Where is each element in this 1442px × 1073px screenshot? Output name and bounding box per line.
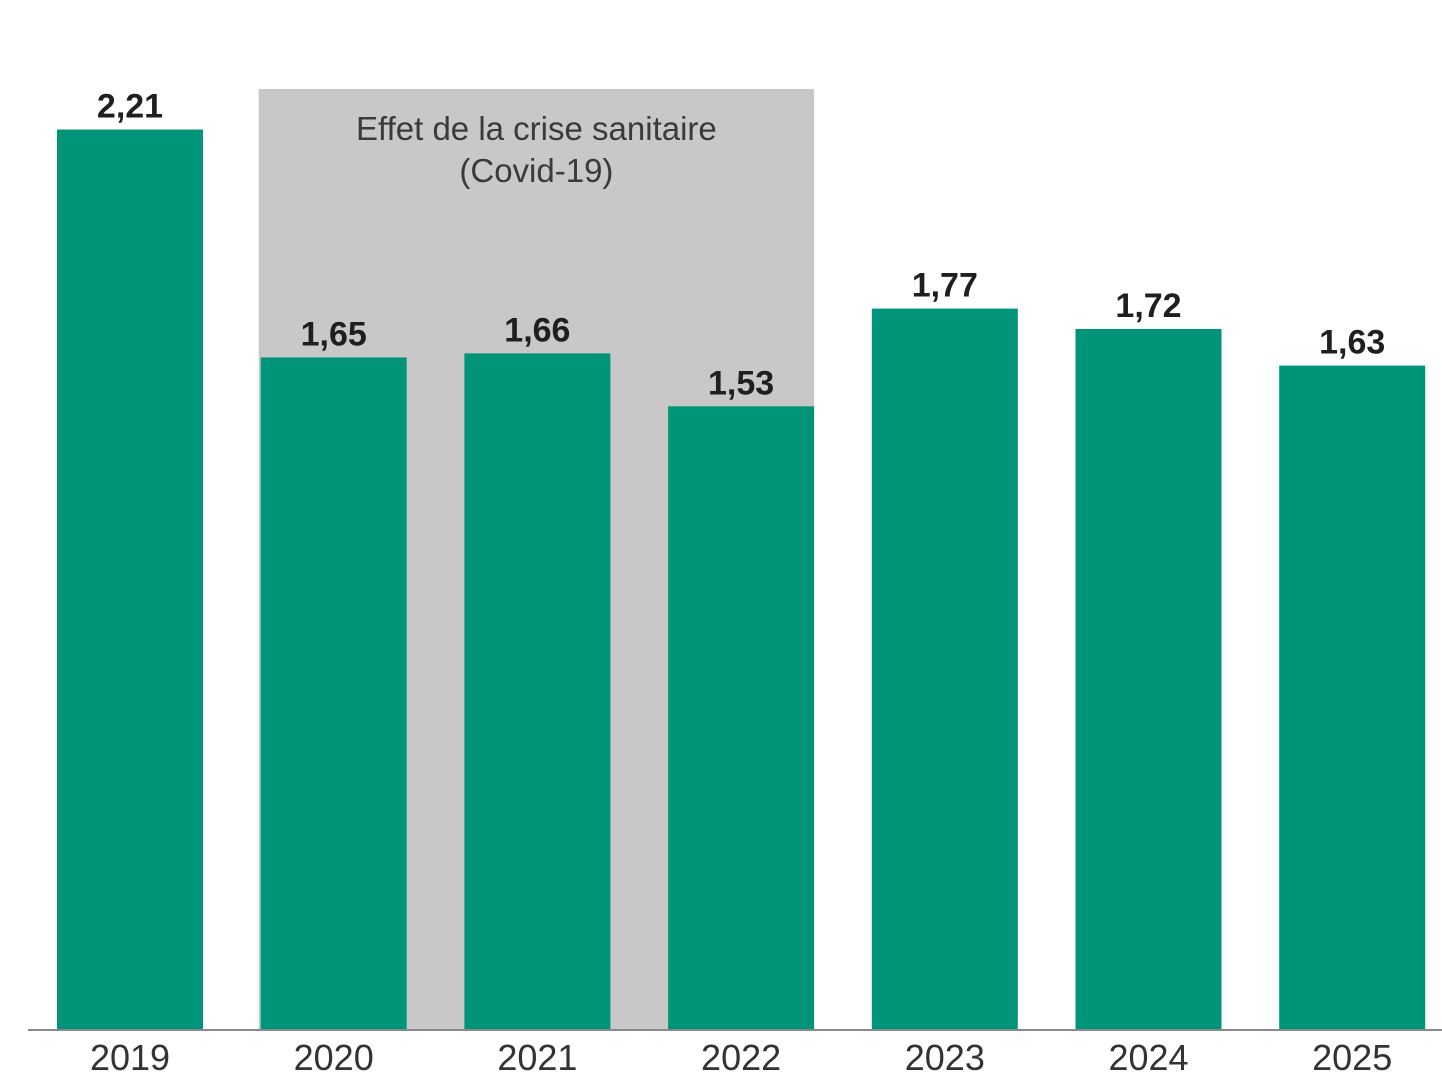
bars-layer: [57, 129, 1426, 1030]
value-labels-layer: 2,21 1,65 1,66 1,53 1,77 1,72 1,63: [97, 88, 1385, 403]
bar-2022: [668, 406, 815, 1029]
bar-2025: [1279, 365, 1426, 1030]
category-label-2023: 2023: [905, 1037, 985, 1073]
category-label-2019: 2019: [90, 1037, 170, 1073]
category-label-2024: 2024: [1108, 1037, 1188, 1073]
bar-2020: [260, 357, 407, 1029]
bar-2024: [1075, 328, 1222, 1030]
bar-2023: [871, 308, 1018, 1029]
covid-annotation-line1: Effet de la crise sanitaire: [356, 110, 717, 147]
bar-2021: [464, 353, 611, 1029]
value-label-2024: 1,72: [1115, 287, 1181, 325]
covid-annotation-line2: (Covid-19): [459, 152, 613, 189]
category-label-2022: 2022: [701, 1037, 781, 1073]
category-label-2021: 2021: [497, 1037, 577, 1073]
category-labels-layer: 2019 2020 2021 2022 2023 2024 2025: [90, 1037, 1392, 1073]
value-label-2022: 1,53: [708, 364, 774, 402]
value-label-2019: 2,21: [97, 88, 163, 126]
value-label-2020: 1,65: [301, 315, 367, 353]
value-label-2021: 1,66: [504, 311, 570, 349]
category-label-2025: 2025: [1312, 1037, 1392, 1073]
value-label-2025: 1,63: [1319, 324, 1385, 362]
bar-2019: [57, 129, 203, 1029]
category-label-2020: 2020: [294, 1037, 374, 1073]
value-label-2023: 1,77: [912, 267, 978, 305]
